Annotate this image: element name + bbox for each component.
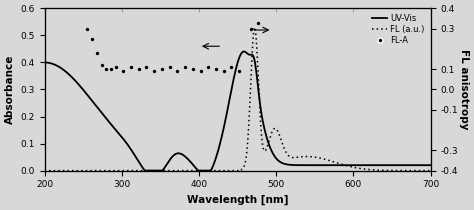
Y-axis label: FL anisotropy: FL anisotropy xyxy=(459,49,469,130)
Point xyxy=(189,68,197,71)
Point xyxy=(197,70,204,73)
Legend: UV-Vis, FL (a.u.), FL-A: UV-Vis, FL (a.u.), FL-A xyxy=(371,13,427,47)
Point xyxy=(107,68,115,71)
Y-axis label: Absorbance: Absorbance xyxy=(5,55,15,124)
Point xyxy=(254,21,262,24)
Point xyxy=(236,70,243,73)
Point xyxy=(119,70,127,73)
Point xyxy=(93,51,101,55)
X-axis label: Wavelength [nm]: Wavelength [nm] xyxy=(187,195,288,205)
Point xyxy=(143,66,150,69)
Point xyxy=(204,66,212,69)
Point xyxy=(166,66,173,69)
Point xyxy=(89,37,96,41)
Point xyxy=(150,70,158,73)
Point xyxy=(158,68,166,71)
Point xyxy=(248,27,255,30)
Point xyxy=(102,68,110,71)
Point xyxy=(220,70,228,73)
Point xyxy=(212,68,220,71)
Point xyxy=(135,68,143,71)
Point xyxy=(83,27,91,30)
Point xyxy=(173,70,181,73)
Point xyxy=(127,66,135,69)
Point xyxy=(98,63,105,67)
Point xyxy=(112,66,119,69)
Point xyxy=(181,66,189,69)
Point xyxy=(228,66,235,69)
